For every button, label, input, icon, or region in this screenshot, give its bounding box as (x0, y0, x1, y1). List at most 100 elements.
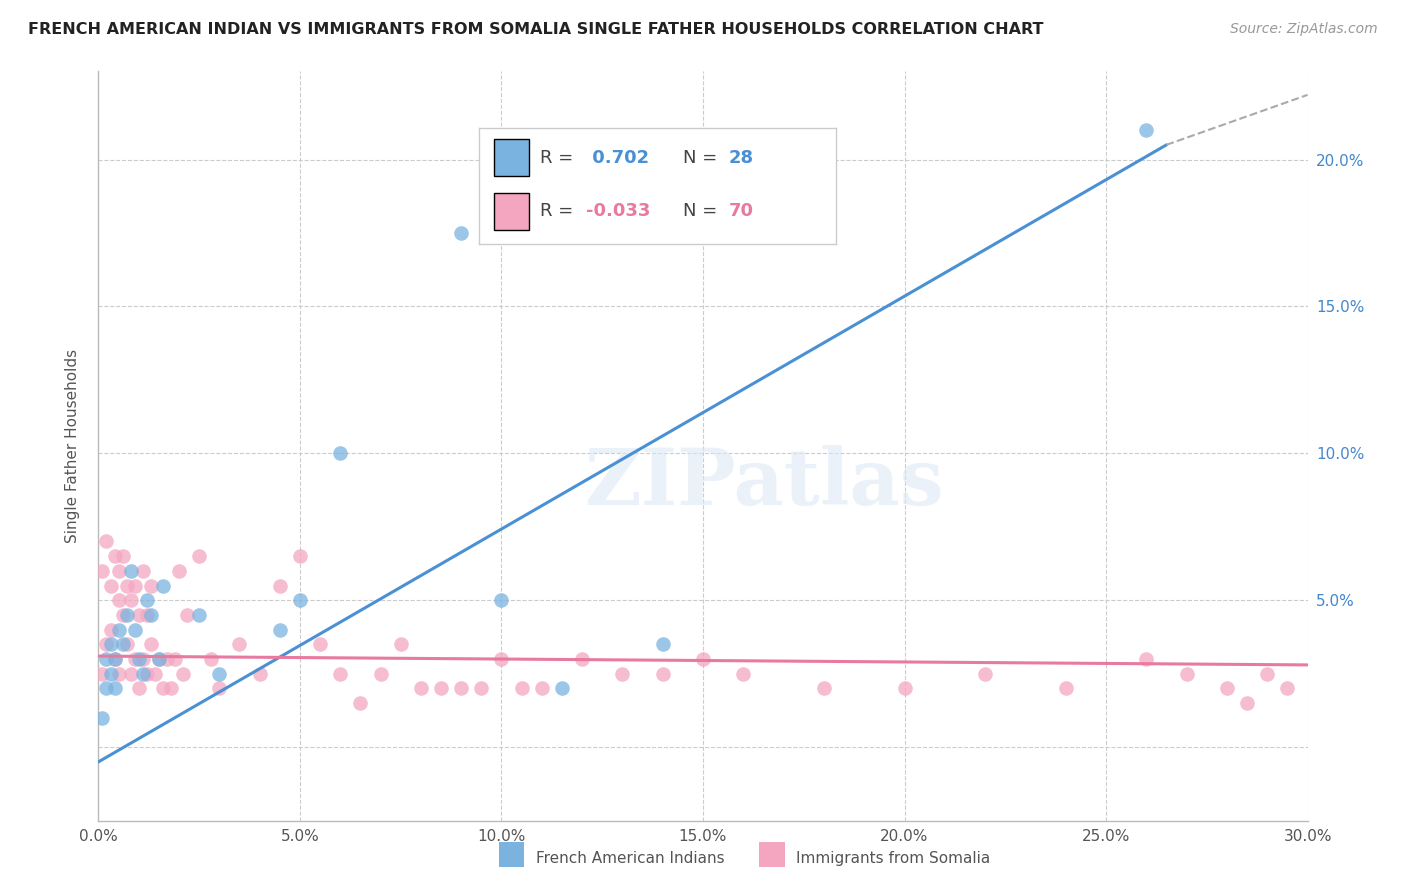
Point (139, 607, 162, 622)
Point (148, 652, 170, 666)
Point (530, 681, 553, 696)
Point (450, 226, 472, 240)
Point (208, 666, 231, 681)
Point (249, 666, 271, 681)
Point (1054, 681, 1077, 696)
Point (96, 681, 118, 696)
Point (733, 666, 755, 681)
Point (132, 652, 155, 666)
Text: French American Indians: French American Indians (536, 851, 724, 865)
Point (135, 607, 157, 622)
Point (120, 666, 142, 681)
Point (1135, 123, 1157, 137)
Point (893, 681, 915, 696)
Point (651, 637, 673, 651)
Point (470, 681, 492, 696)
Point (152, 578, 174, 592)
Point (450, 681, 472, 696)
Point (692, 652, 714, 666)
Point (124, 578, 146, 592)
Point (1256, 666, 1278, 681)
Point (128, 681, 150, 696)
Point (103, 652, 125, 666)
Point (188, 607, 211, 622)
Point (132, 666, 155, 681)
Point (228, 637, 250, 651)
Point (107, 593, 129, 607)
Point (115, 607, 138, 622)
Text: Immigrants from Somalia: Immigrants from Somalia (796, 851, 990, 865)
Point (163, 652, 186, 666)
Point (128, 652, 150, 666)
Point (491, 652, 513, 666)
Point (288, 549, 311, 564)
Point (111, 637, 134, 651)
Point (160, 681, 183, 696)
Point (103, 681, 125, 696)
Point (100, 666, 122, 681)
Point (172, 666, 194, 681)
Point (269, 623, 291, 637)
Text: FRENCH AMERICAN INDIAN VS IMMIGRANTS FROM SOMALIA SINGLE FATHER HOUSEHOLDS CORRE: FRENCH AMERICAN INDIAN VS IMMIGRANTS FRO… (28, 22, 1043, 37)
Point (132, 564, 155, 578)
Point (1216, 681, 1239, 696)
Point (120, 593, 142, 607)
Point (409, 681, 432, 696)
Point (208, 681, 231, 696)
Point (148, 652, 170, 666)
Point (430, 681, 453, 696)
Point (96, 637, 118, 651)
Point (329, 666, 352, 681)
Point (107, 666, 129, 681)
Point (107, 623, 129, 637)
Point (100, 623, 122, 637)
Point (91, 666, 114, 681)
Point (1175, 666, 1198, 681)
Y-axis label: Single Father Households: Single Father Households (65, 349, 80, 543)
Point (813, 681, 835, 696)
Text: ZIPatlas: ZIPatlas (583, 445, 943, 522)
Point (100, 578, 122, 592)
Point (1236, 696, 1258, 710)
Point (309, 637, 332, 651)
Point (135, 593, 157, 607)
Point (188, 549, 211, 564)
Point (200, 652, 222, 666)
Point (100, 637, 122, 651)
Point (491, 593, 513, 607)
Point (1277, 681, 1299, 696)
Point (329, 446, 352, 460)
Point (370, 666, 392, 681)
Point (389, 637, 412, 651)
Point (96, 652, 118, 666)
Point (124, 623, 146, 637)
Point (107, 564, 129, 578)
Point (120, 564, 142, 578)
Point (115, 578, 138, 592)
Point (510, 681, 533, 696)
Point (176, 607, 198, 622)
Point (152, 681, 174, 696)
Point (269, 578, 291, 592)
Point (156, 652, 179, 666)
Point (551, 681, 574, 696)
Point (143, 666, 166, 681)
Point (128, 607, 150, 622)
Point (139, 637, 162, 651)
Point (124, 652, 146, 666)
Point (103, 652, 125, 666)
Point (96, 534, 118, 549)
Point (135, 666, 157, 681)
Point (571, 652, 593, 666)
Point (612, 666, 634, 681)
Point (349, 696, 371, 710)
Point (167, 564, 190, 578)
Point (103, 549, 125, 564)
Point (139, 578, 162, 592)
Point (91, 564, 114, 578)
Point (111, 607, 134, 622)
Point (111, 549, 134, 564)
Point (974, 666, 997, 681)
Point (288, 593, 311, 607)
Text: Source: ZipAtlas.com: Source: ZipAtlas.com (1230, 22, 1378, 37)
